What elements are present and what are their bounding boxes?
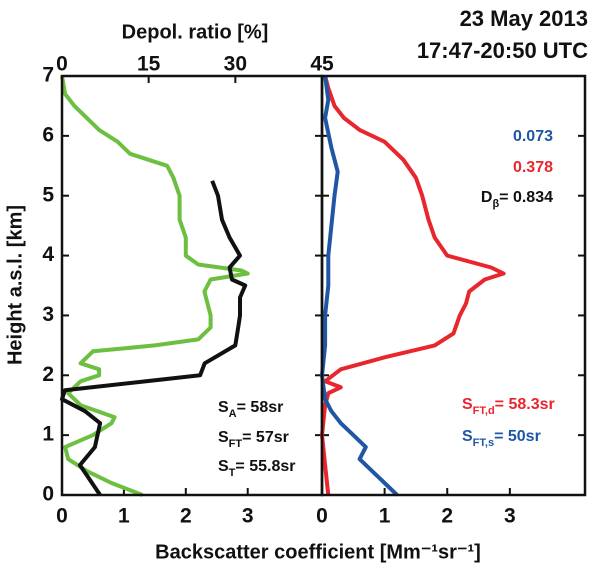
annotation-sub: T (229, 467, 236, 479)
y-tick-label: 1 (42, 423, 54, 446)
x-tick-label: 1 (379, 505, 391, 528)
x-tick-label: 0 (56, 505, 68, 528)
y-tick-label: 6 (42, 123, 54, 146)
x2-tick-label: 45 (310, 53, 334, 76)
y-tick-label: 2 (42, 363, 54, 386)
annotation-main: S (218, 458, 229, 475)
y-tick-label: 0 (42, 483, 54, 506)
annotation: SFT= 57sr (218, 429, 289, 450)
x-tick-label: 2 (441, 505, 453, 528)
annotation: 0.378 (513, 159, 553, 176)
y-tick-label: 4 (42, 243, 54, 266)
annotation: 0.073 (513, 128, 553, 145)
annotation-text: = 58sr (237, 399, 284, 416)
profile-line (320, 75, 399, 497)
annotation-main: S (218, 399, 229, 416)
annotation: SFT,d= 58.3sr (462, 396, 555, 417)
annotation-main: S (218, 429, 229, 446)
annotation: Dβ= 0.834 (481, 189, 553, 210)
profile-line (60, 75, 250, 497)
title-line1: 23 May 2013 (460, 6, 588, 31)
annotation-main: S (462, 396, 473, 413)
annotation-sub: FT,s (473, 437, 494, 449)
y-axis-label: Height a.s.l. [km] (4, 205, 26, 365)
x2-axis-label: Depol. ratio [%] (122, 21, 269, 43)
y-tick-label: 3 (42, 303, 54, 326)
plot-frame (320, 74, 587, 497)
title-line2: 17:47-20:50 UTC (417, 38, 588, 63)
annotation-sub: FT (229, 438, 243, 450)
annotation-main: D (481, 189, 493, 206)
x-tick-label: 2 (180, 505, 192, 528)
annotation-text: = 58.3sr (495, 396, 555, 413)
annotation: SA= 58sr (218, 399, 283, 420)
x2-tick-label: 15 (137, 53, 161, 76)
annotation-text: 0.378 (513, 159, 553, 176)
annotation-sub: β (492, 198, 499, 210)
annotation-main: S (462, 428, 473, 445)
annotation-text: 0.073 (513, 128, 553, 145)
annotation-text: = 50sr (494, 428, 541, 445)
x2-tick-label: 0 (56, 53, 68, 76)
profile-line (60, 180, 248, 497)
annotation: SFT,s= 50sr (462, 428, 541, 449)
y-tick-label: 5 (42, 183, 54, 206)
x-axis-label: Backscatter coefficient [Mm⁻¹sr⁻¹] (155, 541, 481, 563)
x-tick-label: 0 (316, 505, 328, 528)
annotation-text: = 0.834 (499, 189, 553, 206)
annotation-text: = 55.8sr (235, 458, 295, 475)
x-tick-label: 3 (242, 505, 254, 528)
x-tick-label: 3 (504, 505, 516, 528)
annotation-sub: FT,d (473, 405, 495, 417)
annotation-text: = 57sr (242, 429, 289, 446)
x-tick-label: 1 (118, 505, 130, 528)
annotation: ST= 55.8sr (218, 458, 295, 479)
annotation-sub: A (229, 408, 237, 420)
profile-line (320, 75, 506, 496)
y-tick-label: 7 (42, 64, 54, 87)
x2-tick-label: 30 (224, 53, 247, 76)
